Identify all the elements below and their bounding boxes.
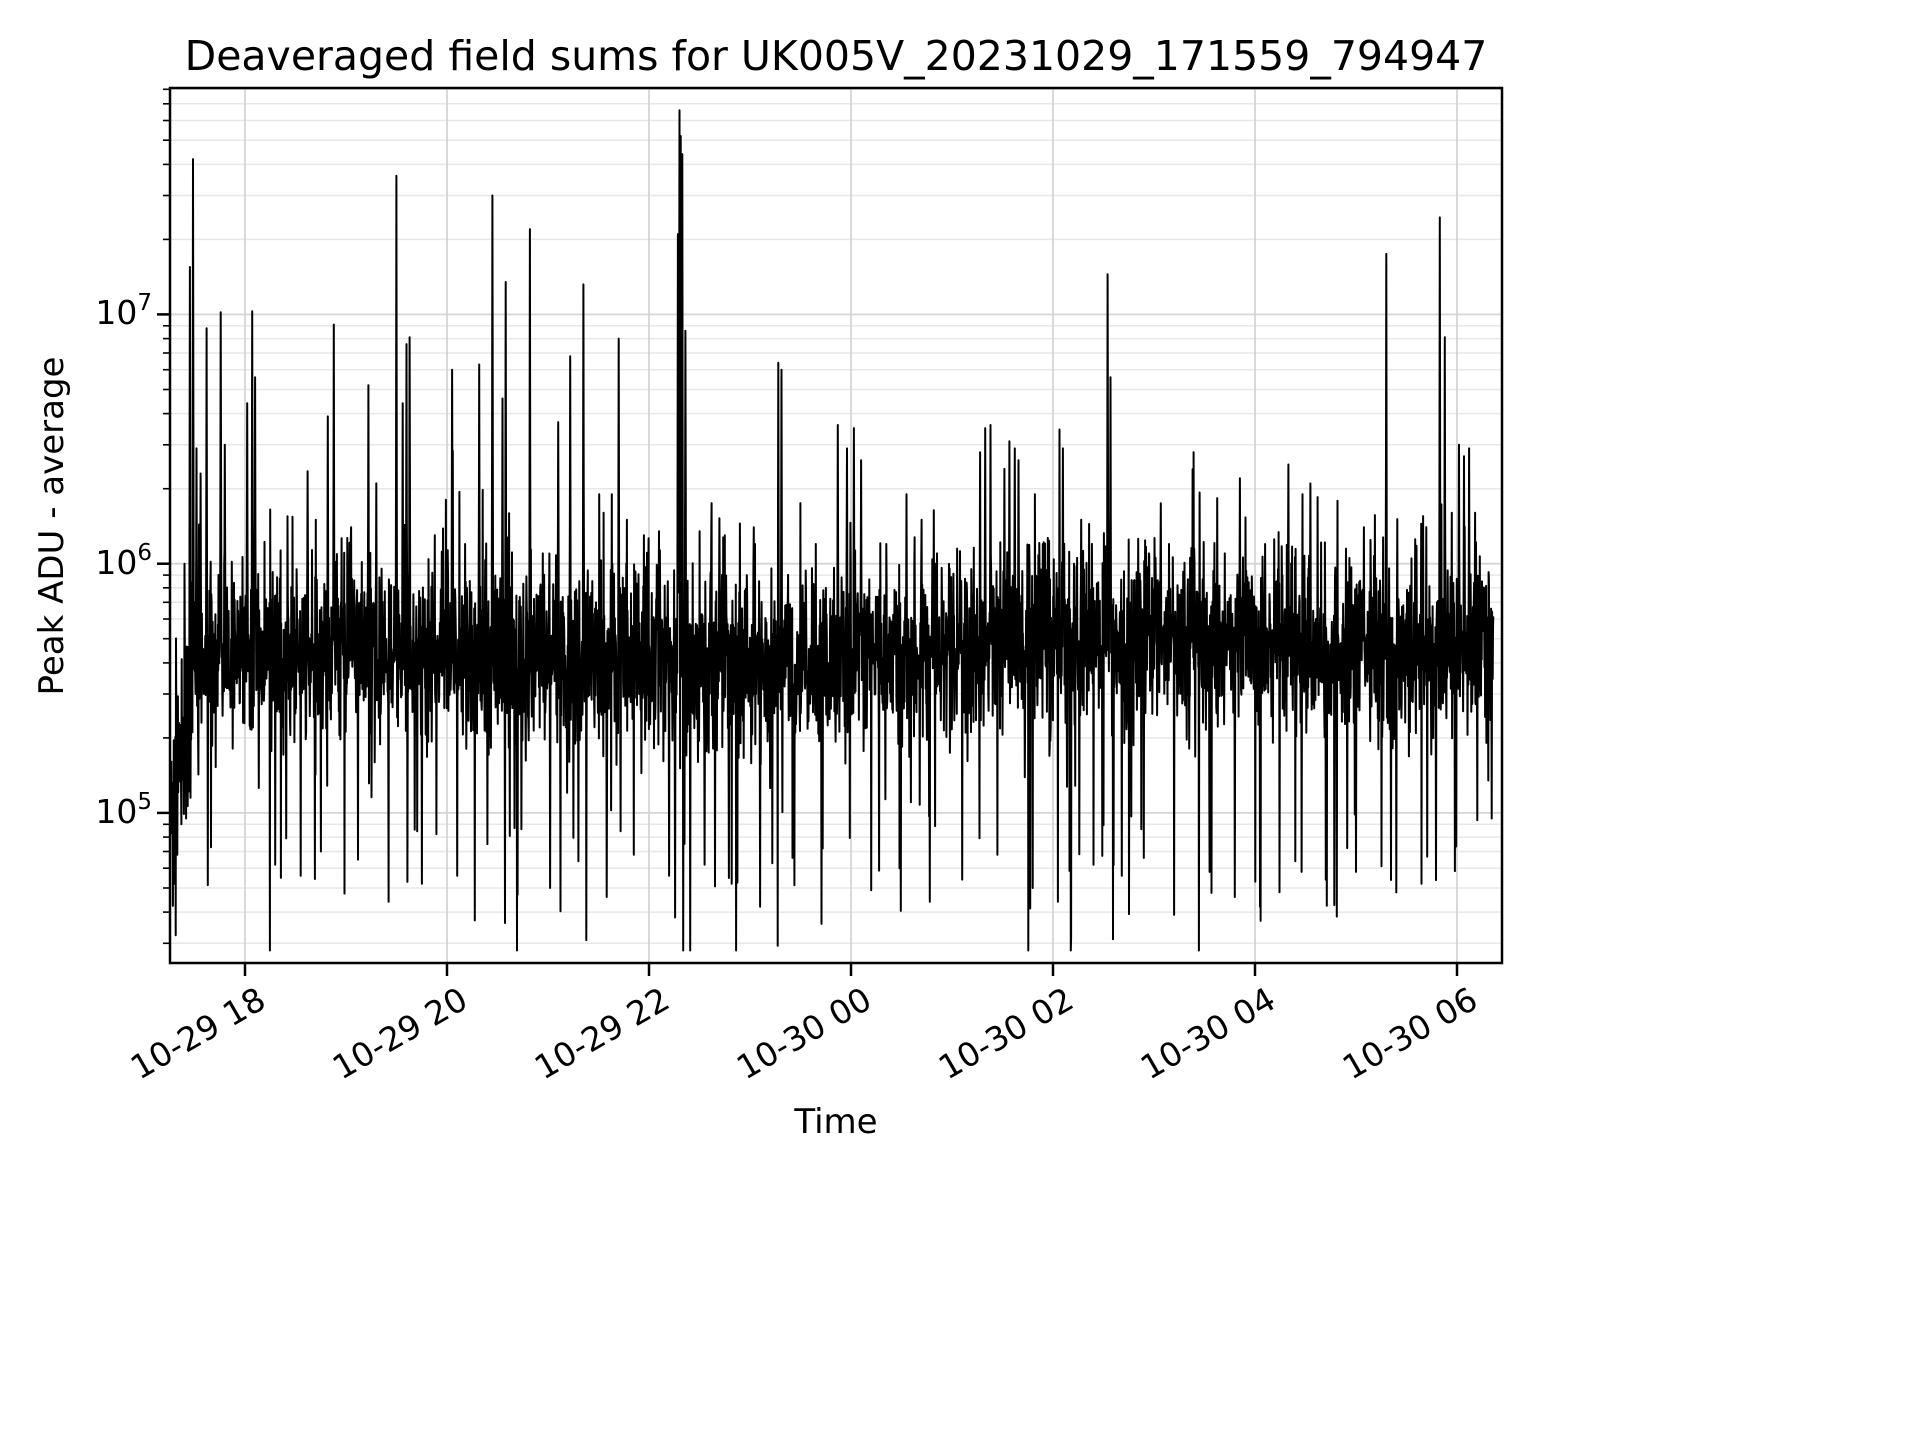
x-axis-label: Time	[794, 1102, 878, 1142]
plot-frame	[168, 86, 1504, 965]
major-axis-ticks	[157, 313, 1459, 976]
chart-title: Deaveraged field sums for UK005V_2023102…	[184, 32, 1488, 80]
y-tick-label: 107	[95, 290, 152, 333]
y-tick-label: 105	[95, 788, 152, 831]
y-tick-label: 106	[95, 539, 152, 582]
data-series-line	[170, 109, 1495, 952]
y-axis-label: Peak ADU - average	[32, 356, 72, 696]
